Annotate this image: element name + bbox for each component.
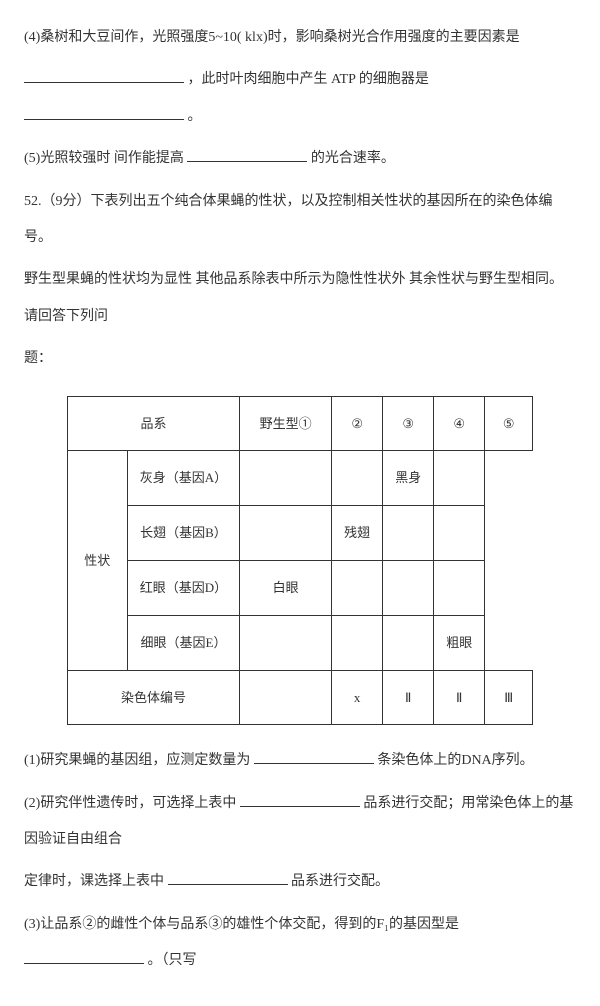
- trait-rowhead: 性状: [67, 451, 127, 670]
- q52-sub1-a: (1)研究果蝇的基因组，应测定数量为: [24, 753, 250, 768]
- q4-line1-text: (4)桑树和大豆间作，光照强度5~10( klx)时，影响桑树光合作用强度的主要…: [24, 30, 520, 45]
- q5-blank[interactable]: [187, 145, 307, 162]
- q4-blank2[interactable]: [24, 103, 184, 120]
- chromo-c3: Ⅱ: [434, 670, 485, 725]
- trait-3-c2: [332, 560, 383, 615]
- q4-line2-text: ，此时叶肉细胞中产生 ATP 的细胞器是: [188, 72, 429, 87]
- trait-4-gene: 细眼（基因E）: [127, 615, 239, 670]
- trait-1-c4: [434, 451, 485, 506]
- q52-sub1-b: 条染色体上的DNA序列。: [377, 753, 533, 768]
- q52-note-tail: 题：: [24, 341, 576, 377]
- q4-line1: (4)桑树和大豆间作，光照强度5~10( klx)时，影响桑树光合作用强度的主要…: [24, 20, 576, 56]
- q52-sub1-blank[interactable]: [254, 748, 374, 765]
- th-4: ④: [434, 396, 485, 451]
- q5-text-b: 的光合速率。: [311, 151, 395, 166]
- trait-1-c2: [332, 451, 383, 506]
- q52-intro-text: 52.（9分）下表列出五个纯合体果蝇的性状，以及控制相关性状的基因所在的染色体编…: [24, 194, 553, 245]
- q52-sub3: (3)让品系②的雌性个体与品系③的雄性个体交配，得到的F₁的基因型是 。（只写: [24, 907, 576, 980]
- q52-sub2-blank2[interactable]: [168, 869, 288, 886]
- th-3: ③: [383, 396, 434, 451]
- q52-sub2-blank1[interactable]: [240, 790, 360, 807]
- q5-text-a: (5)光照较强时 间作能提高: [24, 151, 184, 166]
- trait-4-c2: [332, 615, 383, 670]
- trait-4-c3: [383, 615, 434, 670]
- q52-sub2-line1: (2)研究伴性遗传时，可选择上表中 品系进行交配；用常染色体上的基因验证自由组合: [24, 786, 576, 859]
- th-strain: 品系: [67, 396, 239, 451]
- q4-line2-tail: 。: [188, 109, 202, 124]
- trait-1-c1: [240, 451, 332, 506]
- trait-3-gene: 红眼（基因D）: [127, 560, 239, 615]
- q4-line2: ，此时叶肉细胞中产生 ATP 的细胞器是 。: [24, 62, 576, 135]
- trait-1-gene: 灰身（基因A）: [127, 451, 239, 506]
- trait-3-c3: [383, 560, 434, 615]
- q52-sub2-d: 品系进行交配。: [291, 874, 389, 889]
- trait-row-2: 长翅（基因B） 残翅: [67, 506, 532, 561]
- trait-3-c1: 白眼: [240, 560, 332, 615]
- th-2: ②: [332, 396, 383, 451]
- chromo-c0: [240, 670, 332, 725]
- trait-4-c4: 粗眼: [434, 615, 485, 670]
- trait-3-c4: [434, 560, 485, 615]
- trait-2-c4: [434, 506, 485, 561]
- q52-sub2-a: (2)研究伴性遗传时，可选择上表中: [24, 796, 236, 811]
- chromo-label: 染色体编号: [67, 670, 239, 725]
- q52-note-tail-text: 题：: [24, 351, 52, 366]
- q52-sub2-line2: 定律时，课选择上表中 品系进行交配。: [24, 864, 576, 900]
- th-wild: 野生型①: [240, 396, 332, 451]
- trait-2-c1: [240, 506, 332, 561]
- chromo-c2: Ⅱ: [383, 670, 434, 725]
- trait-2-c3: [383, 506, 434, 561]
- q5-line: (5)光照较强时 间作能提高 的光合速率。: [24, 141, 576, 177]
- q52-note-text: 野生型果蝇的性状均为显性 其他品系除表中所示为隐性性状外 其余性状与野生型相同。…: [24, 272, 563, 323]
- q52-sub3-a: (3)让品系②的雌性个体与品系③的雄性个体交配，得到的F₁的基因型是: [24, 917, 459, 932]
- table-header-row: 品系 野生型① ② ③ ④ ⑤: [67, 396, 532, 451]
- trait-1-c3: 黑身: [383, 451, 434, 506]
- th-5: ⑤: [485, 396, 533, 451]
- trait-row-4: 细眼（基因E） 粗眼: [67, 615, 532, 670]
- trait-2-gene: 长翅（基因B）: [127, 506, 239, 561]
- q52-note: 野生型果蝇的性状均为显性 其他品系除表中所示为隐性性状外 其余性状与野生型相同。…: [24, 262, 576, 335]
- trait-row-3: 红眼（基因D） 白眼: [67, 560, 532, 615]
- q52-sub3-b: 。（只写: [148, 953, 197, 968]
- trait-table: 品系 野生型① ② ③ ④ ⑤ 性状 灰身（基因A） 黑身 长翅（基因B） 残翅…: [67, 396, 533, 726]
- q52-intro: 52.（9分）下表列出五个纯合体果蝇的性状，以及控制相关性状的基因所在的染色体编…: [24, 184, 576, 257]
- chromo-c4: Ⅲ: [485, 670, 533, 725]
- chromo-row: 染色体编号 x Ⅱ Ⅱ Ⅲ: [67, 670, 532, 725]
- q52-sub2-c: 定律时，课选择上表中: [24, 874, 164, 889]
- q52-sub1: (1)研究果蝇的基因组，应测定数量为 条染色体上的DNA序列。: [24, 743, 576, 779]
- q4-blank1[interactable]: [24, 67, 184, 84]
- trait-4-c1: [240, 615, 332, 670]
- trait-2-c2: 残翅: [332, 506, 383, 561]
- q52-sub3-blank[interactable]: [24, 947, 144, 964]
- trait-row-1: 性状 灰身（基因A） 黑身: [67, 451, 532, 506]
- chromo-c1: x: [332, 670, 383, 725]
